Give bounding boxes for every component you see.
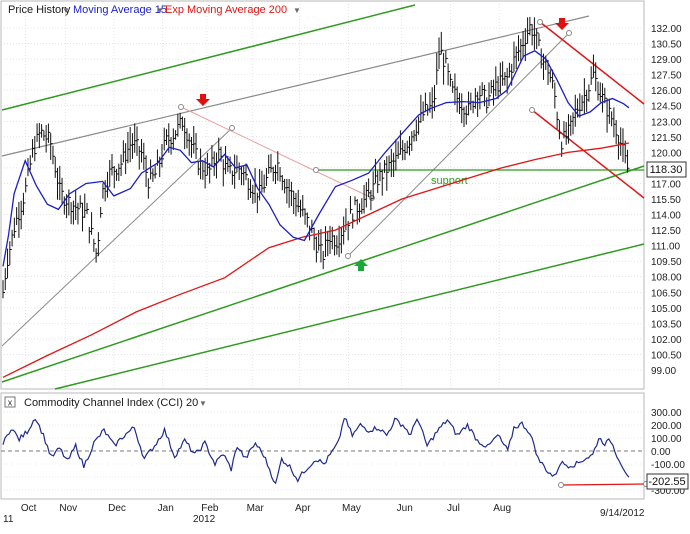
price-y-tick-label: 112.50 xyxy=(651,226,681,237)
price-bars xyxy=(2,16,630,299)
x-tick-label: Jun xyxy=(397,503,413,514)
price-y-tick-label: 102.00 xyxy=(651,335,682,346)
green-channel-upper xyxy=(1,4,416,111)
cci-panel-border xyxy=(0,392,645,500)
cci-y-tick-label: 100.00 xyxy=(651,434,682,445)
legend-ema-arrow[interactable]: ▼ xyxy=(293,6,301,15)
x-tick-label: Oct xyxy=(21,503,37,514)
gray-trendline-upper xyxy=(1,15,590,157)
cci-grid xyxy=(1,411,644,491)
gray-trendline-left xyxy=(1,127,233,347)
gray-trendline-right xyxy=(347,32,570,257)
cci-y-tick-label: 300.00 xyxy=(651,408,682,419)
last-price-label: 118.30 xyxy=(650,164,683,176)
legend-moving-average[interactable]: Moving Average 15 xyxy=(73,4,167,16)
x-tick-label: Aug xyxy=(493,503,511,514)
x-axis: Oct Nov Dec Jan Feb Mar Apr May Jun Jul Aug xyxy=(21,503,511,514)
legend-ma-arrow[interactable]: ▼ xyxy=(156,6,164,15)
red-channel-upper xyxy=(539,21,645,105)
legend-price-history[interactable]: Price History xyxy=(8,4,71,16)
cci-panel: x Commodity Channel Index (CCI) 20 ▼ 300… xyxy=(0,392,689,500)
x-tick-label: Jan xyxy=(158,503,174,514)
anchor-point[interactable] xyxy=(313,167,319,173)
x-tick-label: May xyxy=(342,503,361,514)
legend-exp-moving-average[interactable]: Exp Moving Average 200 xyxy=(165,4,287,16)
cci-y-tick-label: -100.00 xyxy=(651,460,685,471)
price-y-tick-label: 121.50 xyxy=(651,133,682,144)
last-cci-label: -202.55 xyxy=(648,476,685,488)
green-channel-lower xyxy=(54,243,645,390)
price-y-axis: 132.00 130.50 129.00 127.50 126.00 124.50 123.… xyxy=(651,24,682,377)
x-tick-label: Feb xyxy=(201,503,219,514)
green-up-arrow-apr xyxy=(354,259,368,271)
cci-y-tick-label: 0.00 xyxy=(651,447,671,458)
anchor-point[interactable] xyxy=(558,482,564,488)
anchor-point[interactable] xyxy=(229,125,235,131)
last-cci-box xyxy=(646,473,689,490)
price-y-tick-label: 109.50 xyxy=(651,257,682,268)
price-y-tick-label: 130.50 xyxy=(651,40,682,51)
cci-line xyxy=(2,417,630,485)
x-tick-label: Nov xyxy=(59,503,77,514)
x-tick-label: Apr xyxy=(295,503,311,514)
price-y-tick-label: 132.00 xyxy=(651,24,682,35)
price-y-tick-label: 105.00 xyxy=(651,304,682,315)
x-tick-label: Mar xyxy=(247,503,265,514)
cci-red-trendline xyxy=(560,483,647,486)
x-date-label: 9/14/2012 xyxy=(600,508,645,519)
anchor-point[interactable] xyxy=(369,195,375,201)
price-y-tick-label: 108.00 xyxy=(651,273,682,284)
anchor-point[interactable] xyxy=(537,19,543,25)
cci-y-axis: 300.00 200.00 100.00 0.00 -100.00 -300.00 xyxy=(651,408,685,497)
price-y-tick-label: 129.00 xyxy=(651,55,682,66)
anchor-point[interactable] xyxy=(529,107,535,113)
ma-15-line xyxy=(2,50,630,267)
x-tick-label: Dec xyxy=(108,503,126,514)
price-y-tick-label: 120.00 xyxy=(651,148,682,159)
cci-y-tick-label: 200.00 xyxy=(651,421,682,432)
pink-trendline xyxy=(180,106,373,199)
green-channel-middle xyxy=(1,165,645,383)
legend-cci-arrow[interactable]: ▼ xyxy=(199,399,207,408)
cci-close-icon[interactable]: x xyxy=(8,398,13,408)
price-y-tick-label: 99.00 xyxy=(651,366,676,377)
price-y-tick-label: 103.50 xyxy=(651,319,682,330)
price-y-tick-label: 124.50 xyxy=(651,102,682,113)
price-y-tick-label: 127.50 xyxy=(651,71,682,82)
x-left-label: 11 xyxy=(3,514,14,525)
price-y-tick-label: 117.00 xyxy=(651,179,681,190)
price-panel: Price History ▼ Moving Average 15 ▼ Exp … xyxy=(0,0,687,499)
x-year-label: 2012 xyxy=(193,514,216,525)
red-down-arrow-dec xyxy=(196,94,210,106)
cci-close-button[interactable] xyxy=(4,396,16,408)
red-channel-lower xyxy=(531,109,645,199)
price-y-tick-label: 114.00 xyxy=(651,211,681,222)
price-y-tick-label: 126.00 xyxy=(651,86,682,97)
x-tick-label: Jul xyxy=(447,503,460,514)
price-y-tick-label: 100.50 xyxy=(651,350,682,361)
anchor-point[interactable] xyxy=(178,104,184,110)
last-price-box xyxy=(646,161,687,178)
price-y-tick-label: 106.50 xyxy=(651,288,682,299)
support-label: support xyxy=(431,175,468,187)
red-down-arrow-jul xyxy=(555,18,569,30)
price-y-tick-label: 115.50 xyxy=(651,195,681,206)
cci-y-tick-label: -300.00 xyxy=(651,486,685,497)
price-y-tick-label: 111.00 xyxy=(651,242,681,253)
price-y-tick-label: 123.00 xyxy=(651,117,682,128)
anchor-point[interactable] xyxy=(345,253,351,259)
legend-price-arrow[interactable]: ▼ xyxy=(62,6,70,15)
anchor-point[interactable] xyxy=(566,30,572,36)
legend-cci[interactable]: Commodity Channel Index (CCI) 20 xyxy=(24,397,198,409)
ema-200-line xyxy=(2,142,630,378)
